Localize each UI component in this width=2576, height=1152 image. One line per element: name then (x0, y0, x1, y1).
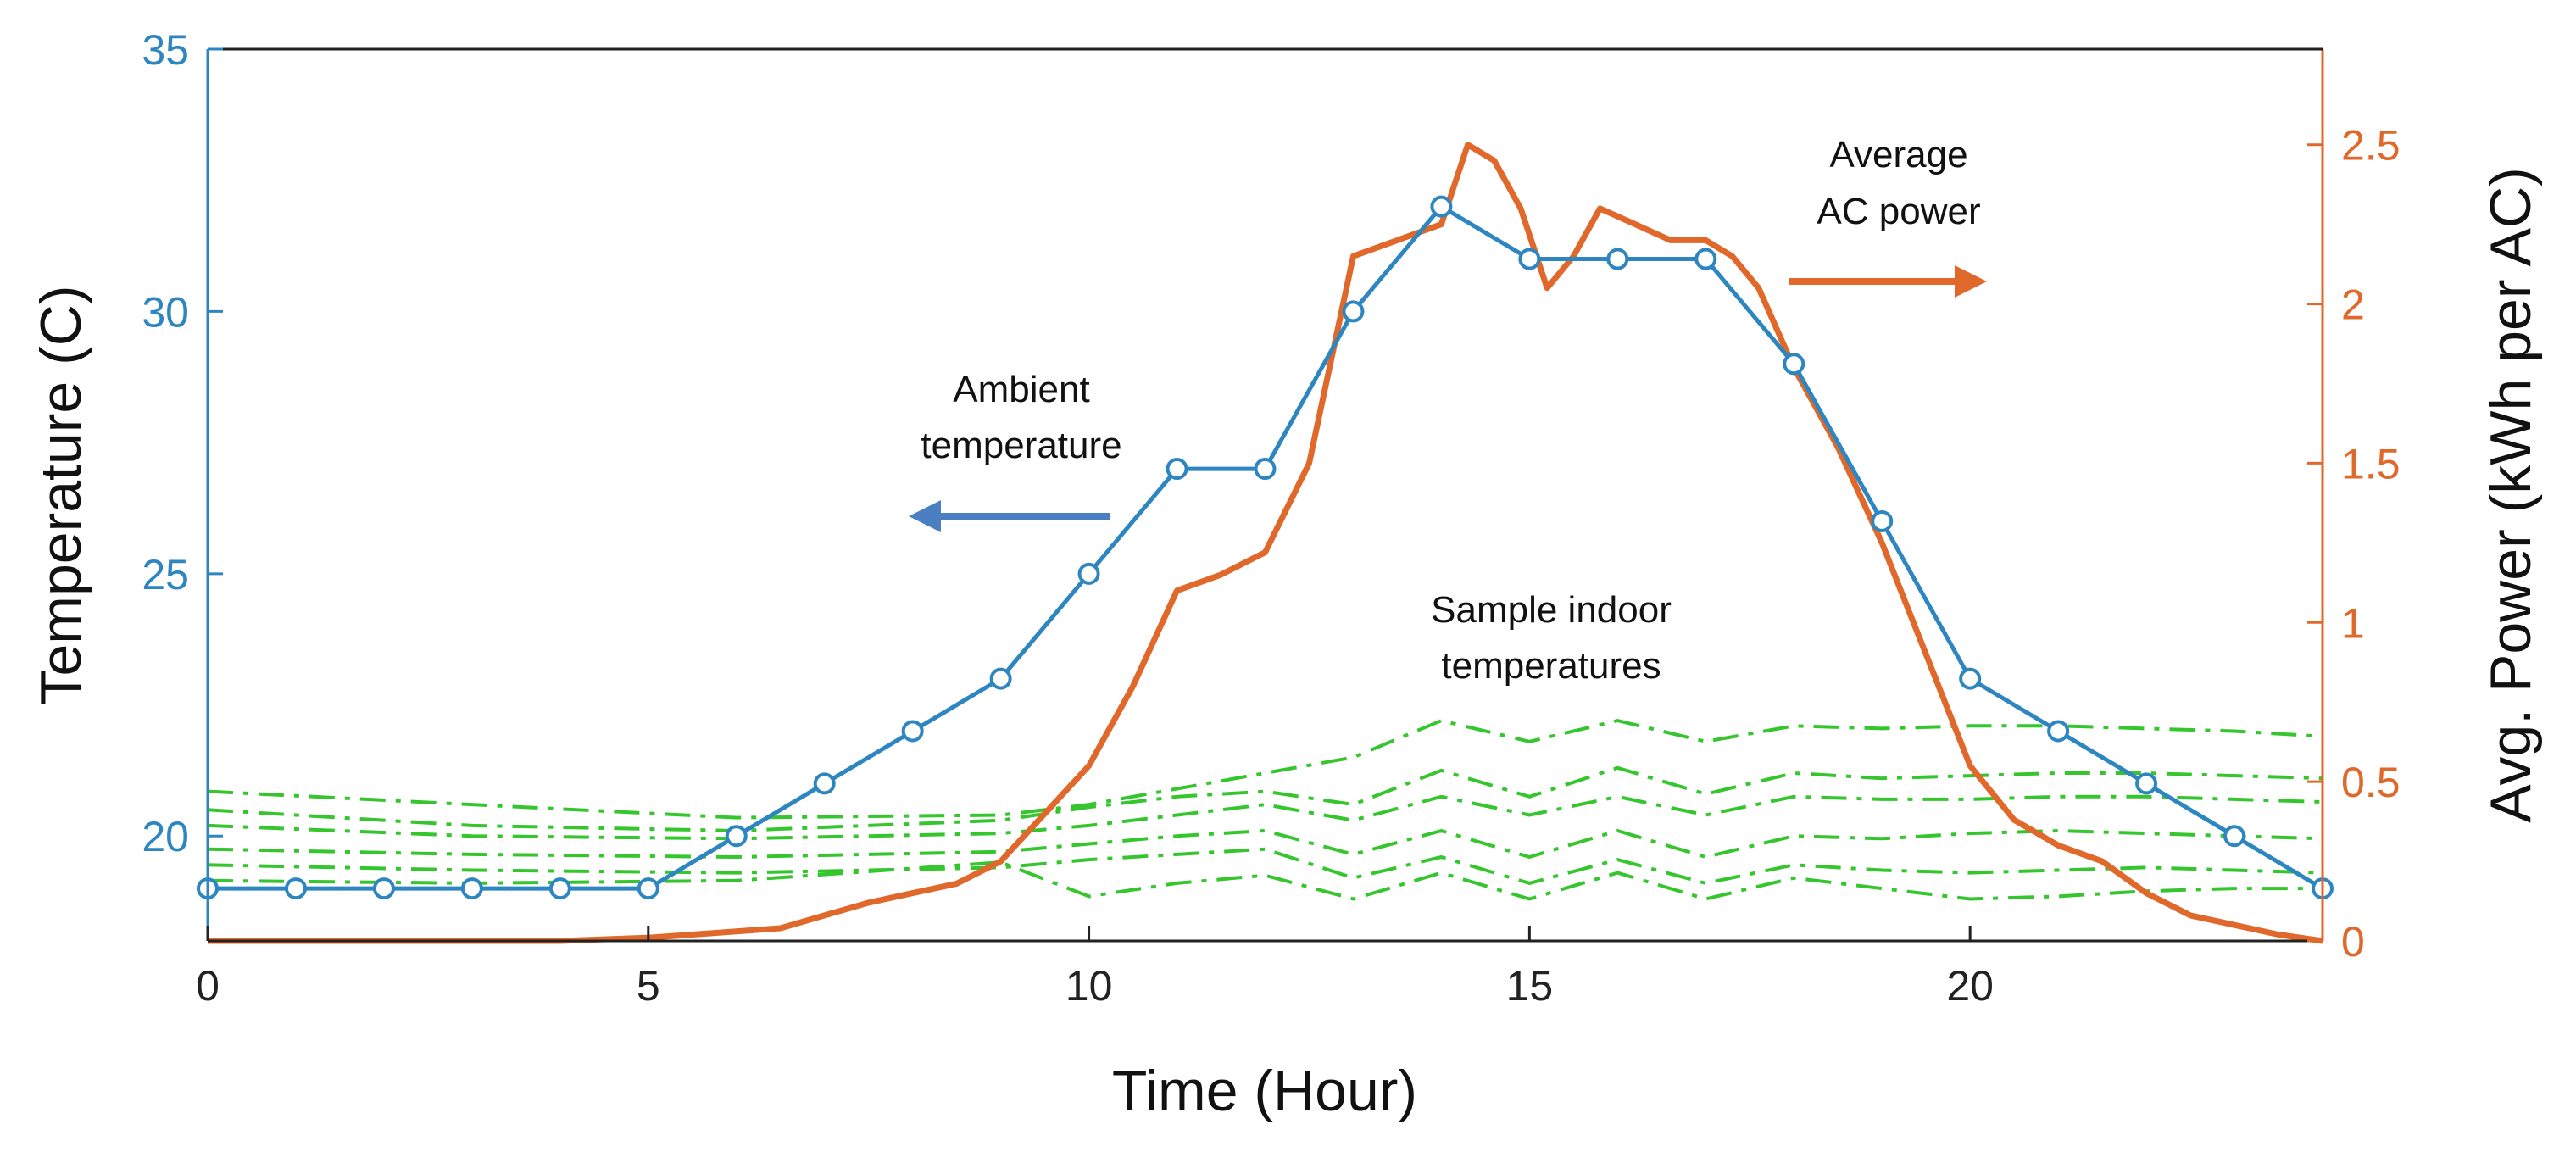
ambient-data-point (2135, 772, 2158, 795)
y-right-tick-label: 2 (2341, 281, 2365, 329)
axes-frame (206, 47, 2324, 943)
ambient-data-point (901, 720, 924, 743)
annotation-power-line1: Average (1829, 134, 1967, 175)
y-axis-right-label: Avg. Power (kWh per AC) (2479, 167, 2543, 822)
ambient-data-point (284, 877, 307, 900)
y-left-tick-label: 25 (142, 551, 189, 598)
annotation-indoor: Sample indoor temperatures (1431, 589, 1672, 687)
ambient-data-point (1342, 300, 1365, 323)
annotation-power-line2: AC power (1817, 191, 1980, 232)
ambient-data-point (1518, 248, 1541, 270)
indoor-temperature-line-6 (207, 847, 2323, 885)
y-right-ticks: 0 0.5 1 1.5 2 2.5 (2307, 122, 2401, 966)
y-left-tick-label: 30 (142, 288, 189, 336)
annotation-ambient-line2: temperature (921, 425, 1121, 466)
annotation-power: Average AC power (1789, 134, 1987, 298)
ambient-data-point (637, 877, 659, 900)
arrow-left-icon (909, 500, 941, 532)
ambient-data-point (460, 877, 483, 900)
ambient-data-point (2047, 720, 2070, 743)
y-right-tick-label: 0 (2341, 918, 2365, 966)
ambient-temperature-series-group (197, 195, 2334, 900)
x-tick-label: 5 (637, 962, 660, 1010)
indoor-temperature-line-2 (207, 719, 2323, 820)
indoor-temperature-series-group (207, 719, 2323, 901)
ambient-data-point (548, 877, 571, 900)
indoor-temperature-line-5 (207, 829, 2323, 859)
y-right-tick-label: 1.5 (2341, 440, 2401, 487)
indoor-temperature-line-7 (207, 860, 2323, 901)
ambient-data-point (1430, 195, 1453, 218)
arrow-right-icon (1955, 265, 1987, 298)
ambient-data-point (372, 877, 395, 900)
x-tick-label: 0 (196, 962, 220, 1010)
ambient-data-point (2223, 825, 2246, 848)
annotation-indoor-line2: temperatures (1441, 645, 1661, 687)
ambient-data-point (1694, 248, 1717, 270)
y-left-tick-label: 20 (142, 813, 189, 860)
y-right-tick-label: 1 (2341, 599, 2365, 647)
x-tick-label: 15 (1506, 962, 1554, 1010)
ambient-data-point (725, 825, 748, 848)
x-axis-label: Time (Hour) (1112, 1059, 1417, 1123)
y-right-tick-label: 0.5 (2341, 759, 2401, 806)
x-ticks: 0 5 10 15 20 (196, 926, 1994, 1010)
ambient-data-point (1606, 248, 1629, 270)
ac-power-series-group (208, 142, 2323, 944)
annotation-ambient-line1: Ambient (953, 369, 1089, 410)
annotation-ambient: Ambient temperature (909, 369, 1122, 532)
ambient-data-point (1254, 458, 1277, 481)
x-tick-label: 10 (1065, 962, 1113, 1010)
y-right-tick-label: 2.5 (2341, 122, 2401, 170)
ambient-data-point (813, 772, 836, 795)
ambient-data-point (1783, 353, 1805, 376)
x-tick-label: 20 (1946, 962, 1994, 1010)
indoor-temperature-line-4 (207, 794, 2323, 841)
y-left-tick-label: 35 (142, 26, 189, 74)
ambient-data-point (1959, 667, 1982, 690)
indoor-temperature-line-3 (207, 765, 2323, 832)
ambient-data-point (1077, 562, 1100, 585)
y-axis-left-label: Temperature (C) (29, 285, 93, 704)
annotation-indoor-line1: Sample indoor (1431, 589, 1672, 631)
ambient-data-point (1166, 458, 1188, 481)
ambient-data-point (1871, 509, 1894, 532)
ac-power-line (208, 142, 2323, 944)
y-left-ticks: 20 25 30 35 (142, 26, 223, 860)
ambient-data-point (989, 667, 1012, 690)
